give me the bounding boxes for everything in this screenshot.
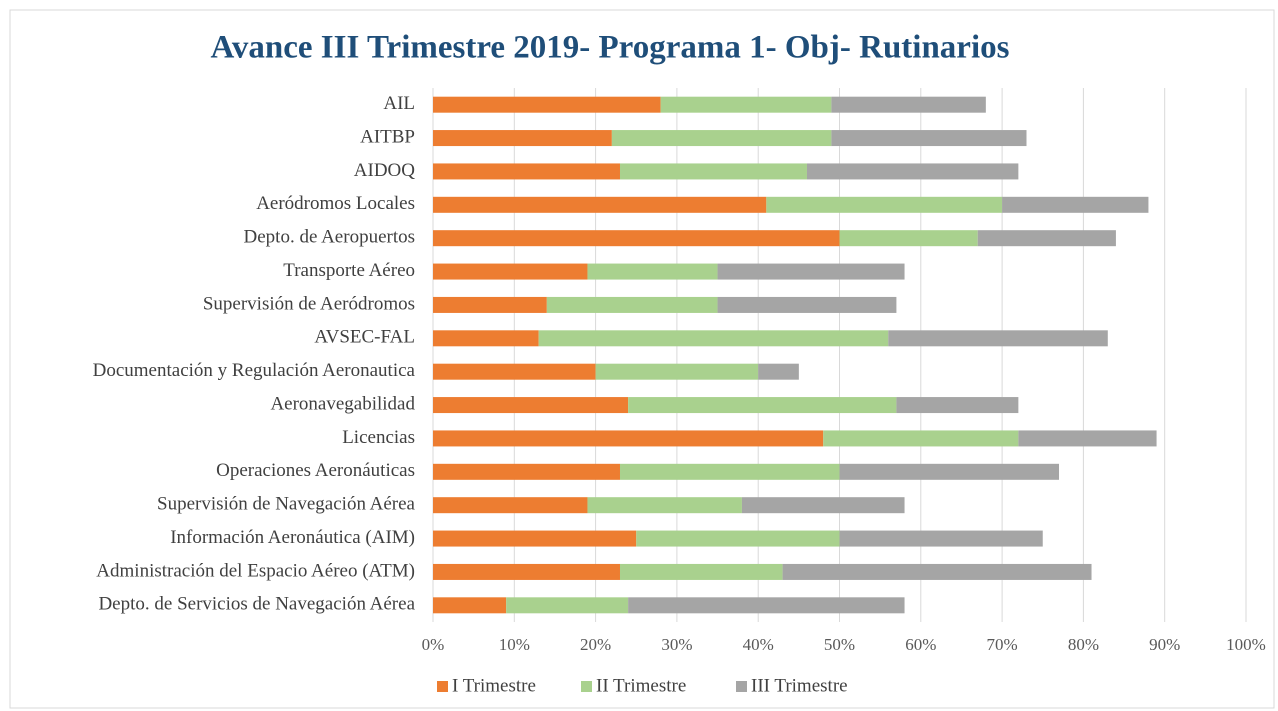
bar-segment: [717, 263, 905, 280]
x-tick-label: 30%: [661, 635, 692, 654]
bar-segment: [433, 96, 661, 113]
legend-swatch: [581, 681, 592, 692]
bar-segment: [433, 463, 620, 480]
y-tick-label: Supervisión de Navegación Aérea: [157, 494, 416, 515]
y-tick-label: Transporte Aéreo: [283, 260, 415, 281]
bar-segment: [839, 463, 1060, 480]
bar-segment: [823, 430, 1019, 447]
bar-segment: [741, 497, 905, 514]
bar-segment: [636, 530, 840, 547]
bar-segment: [1002, 196, 1149, 213]
x-tick-label: 10%: [499, 635, 530, 654]
y-tick-label: Depto. de Aeropuertos: [244, 227, 415, 248]
legend-swatch: [736, 681, 747, 692]
x-tick-label: 70%: [987, 635, 1018, 654]
x-tick-label: 100%: [1226, 635, 1266, 654]
y-tick-label: Aeródromos Locales: [256, 193, 415, 214]
y-tick-label: Documentación y Regulación Aeronautica: [93, 360, 416, 381]
bar-segment: [538, 330, 889, 347]
bar-segment: [831, 130, 1027, 147]
bar-segment: [433, 130, 612, 147]
bar-segment: [587, 497, 742, 514]
y-tick-label: AVSEC-FAL: [314, 327, 415, 348]
x-tick-label: 50%: [824, 635, 855, 654]
legend-swatch: [437, 681, 448, 692]
bar-segment: [977, 230, 1116, 247]
bar-segment: [888, 330, 1108, 347]
y-tick-label: AITBP: [360, 126, 415, 147]
y-tick-label: AIDOQ: [354, 160, 415, 181]
bar-segment: [628, 397, 897, 414]
x-tick-label: 0%: [422, 635, 445, 654]
y-tick-label: AIL: [383, 93, 415, 114]
bar-segment: [506, 597, 629, 614]
bar-segment: [433, 363, 596, 380]
bar-segment: [896, 397, 1019, 414]
y-tick-label: Supervisión de Aeródromos: [203, 293, 415, 314]
y-tick-label: Administración del Espacio Aéreo (ATM): [96, 560, 415, 581]
bar-segment: [433, 230, 840, 247]
bar-segment: [611, 130, 832, 147]
y-tick-label: Licencias: [342, 427, 415, 448]
bar-segment: [782, 563, 1092, 580]
bar-segment: [433, 530, 637, 547]
x-tick-label: 60%: [905, 635, 936, 654]
bar-segment: [595, 363, 759, 380]
bar-segment: [433, 397, 629, 414]
y-tick-label: Depto. de Servicios de Navegación Aérea: [98, 594, 415, 615]
bar-segment: [839, 530, 1043, 547]
bar-segment: [433, 330, 539, 347]
bar-segment: [619, 563, 783, 580]
y-tick-label: Aeronavegabilidad: [270, 393, 415, 414]
bar-segment: [628, 597, 905, 614]
bar-segment: [433, 196, 767, 213]
bar-segment: [433, 563, 620, 580]
bar-segment: [717, 296, 897, 313]
bar-segment: [433, 296, 547, 313]
chart-title: Avance III Trimestre 2019- Programa 1- O…: [211, 30, 1010, 66]
chart-frame: [9, 9, 1275, 709]
bar-segment: [1018, 430, 1157, 447]
x-tick-label: 40%: [743, 635, 774, 654]
bar-segment: [806, 163, 1019, 180]
bar-segment: [433, 497, 588, 514]
bar-segment: [766, 196, 1003, 213]
legend-label: II Trimestre: [596, 675, 686, 696]
bar-segment: [433, 163, 620, 180]
legend-label: III Trimestre: [751, 675, 848, 696]
bar-segment: [619, 163, 807, 180]
bar-segment: [839, 230, 978, 247]
bar-segment: [433, 597, 507, 614]
bar-segment: [831, 96, 986, 113]
y-tick-label: Información Aeronáutica (AIM): [170, 527, 415, 548]
y-tick-label: Operaciones Aeronáuticas: [216, 460, 415, 481]
bar-segment: [433, 430, 824, 447]
bar-segment: [433, 263, 588, 280]
x-tick-label: 20%: [580, 635, 611, 654]
x-tick-label: 90%: [1149, 635, 1180, 654]
bar-segment: [758, 363, 799, 380]
x-tick-label: 80%: [1068, 635, 1099, 654]
bar-segment: [660, 96, 832, 113]
bar-segment: [587, 263, 718, 280]
bar-segment: [619, 463, 840, 480]
bar-segment: [546, 296, 718, 313]
legend-label: I Trimestre: [452, 675, 536, 696]
